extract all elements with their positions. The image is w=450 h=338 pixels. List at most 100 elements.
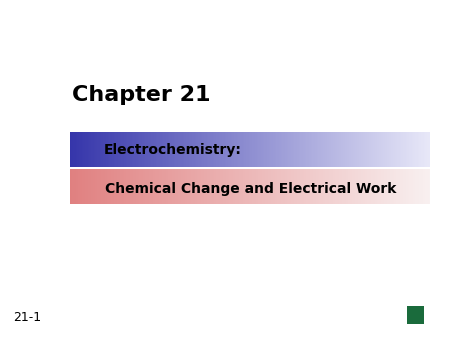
Bar bbox=[250, 132, 252, 167]
Bar bbox=[205, 132, 207, 167]
Bar bbox=[302, 132, 304, 167]
Bar bbox=[392, 169, 394, 204]
Bar bbox=[138, 132, 140, 167]
Bar bbox=[263, 132, 265, 167]
Bar bbox=[155, 132, 157, 167]
Bar bbox=[410, 169, 411, 204]
Bar bbox=[230, 169, 232, 204]
Bar bbox=[428, 132, 429, 167]
Bar bbox=[298, 169, 299, 204]
Bar bbox=[371, 132, 373, 167]
Bar bbox=[118, 169, 119, 204]
Bar bbox=[73, 132, 75, 167]
Bar bbox=[354, 132, 356, 167]
Bar bbox=[394, 132, 396, 167]
Bar bbox=[420, 132, 422, 167]
Bar bbox=[304, 169, 306, 204]
Bar bbox=[221, 169, 223, 204]
Bar bbox=[96, 132, 98, 167]
Bar bbox=[106, 132, 108, 167]
Bar bbox=[187, 132, 189, 167]
Bar bbox=[183, 169, 184, 204]
Bar bbox=[226, 132, 227, 167]
Bar bbox=[349, 132, 351, 167]
Bar bbox=[142, 169, 144, 204]
Bar bbox=[284, 169, 285, 204]
Bar bbox=[148, 169, 149, 204]
Bar bbox=[99, 169, 100, 204]
Bar bbox=[137, 132, 139, 167]
Bar bbox=[173, 132, 175, 167]
Bar bbox=[279, 169, 280, 204]
Bar bbox=[293, 169, 295, 204]
Bar bbox=[383, 169, 385, 204]
Bar bbox=[266, 169, 267, 204]
Bar bbox=[415, 169, 417, 204]
Bar bbox=[346, 169, 347, 204]
Bar bbox=[302, 132, 303, 167]
Bar bbox=[238, 169, 239, 204]
Bar bbox=[389, 132, 391, 167]
Bar bbox=[104, 169, 105, 204]
Bar bbox=[392, 132, 393, 167]
Bar bbox=[167, 132, 169, 167]
Bar bbox=[356, 132, 358, 167]
Bar bbox=[230, 132, 231, 167]
Bar bbox=[215, 169, 216, 204]
Bar bbox=[261, 132, 262, 167]
Bar bbox=[94, 132, 95, 167]
Bar bbox=[400, 169, 401, 204]
Bar bbox=[194, 132, 196, 167]
Bar bbox=[99, 132, 100, 167]
Bar bbox=[413, 132, 414, 167]
Bar bbox=[101, 132, 103, 167]
Bar bbox=[94, 169, 95, 204]
Bar bbox=[217, 169, 219, 204]
Bar bbox=[342, 169, 344, 204]
Bar bbox=[243, 132, 244, 167]
Bar bbox=[77, 169, 79, 204]
Bar bbox=[186, 132, 188, 167]
Bar bbox=[122, 132, 124, 167]
Bar bbox=[71, 132, 72, 167]
Bar bbox=[256, 169, 257, 204]
Bar bbox=[192, 132, 194, 167]
Bar bbox=[353, 169, 355, 204]
Bar bbox=[222, 132, 224, 167]
Bar bbox=[104, 132, 105, 167]
Bar bbox=[390, 132, 392, 167]
Bar bbox=[162, 132, 164, 167]
Bar bbox=[315, 169, 316, 204]
Bar bbox=[423, 132, 424, 167]
Bar bbox=[297, 132, 298, 167]
Bar bbox=[395, 169, 396, 204]
Bar bbox=[415, 132, 417, 167]
Bar bbox=[392, 169, 393, 204]
Bar bbox=[263, 169, 265, 204]
Bar bbox=[400, 132, 401, 167]
Bar bbox=[408, 132, 410, 167]
Bar bbox=[322, 169, 324, 204]
Bar bbox=[369, 169, 370, 204]
Bar bbox=[402, 132, 404, 167]
Bar bbox=[102, 132, 104, 167]
Bar bbox=[262, 132, 263, 167]
Bar bbox=[96, 169, 98, 204]
Bar bbox=[264, 169, 266, 204]
Bar bbox=[351, 169, 352, 204]
Bar bbox=[129, 132, 130, 167]
Bar bbox=[361, 132, 363, 167]
Bar bbox=[276, 132, 278, 167]
Bar bbox=[176, 169, 177, 204]
Bar bbox=[178, 169, 180, 204]
Bar bbox=[248, 132, 249, 167]
Bar bbox=[221, 132, 223, 167]
Bar bbox=[78, 132, 80, 167]
Bar bbox=[405, 132, 406, 167]
Bar bbox=[333, 132, 334, 167]
Bar bbox=[288, 132, 290, 167]
Bar bbox=[145, 169, 147, 204]
Bar bbox=[390, 169, 392, 204]
Bar bbox=[275, 169, 277, 204]
Bar bbox=[192, 169, 194, 204]
